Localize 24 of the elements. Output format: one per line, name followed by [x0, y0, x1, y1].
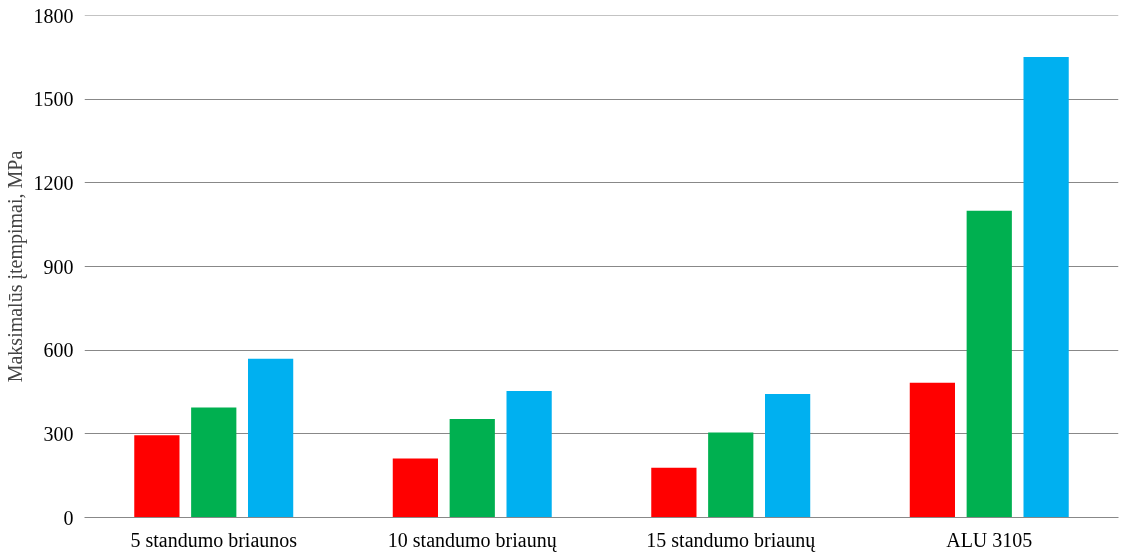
y-tick-label: 900 [43, 255, 74, 278]
bar [392, 458, 438, 518]
bar [191, 407, 237, 518]
bar [708, 432, 754, 518]
bar [506, 390, 552, 518]
bar [449, 419, 495, 518]
x-tick-label: 10 standumo briaunų [387, 528, 558, 552]
x-tick-label: ALU 3105 [946, 528, 1033, 551]
y-tick-label: 1800 [33, 4, 74, 27]
bar [651, 467, 697, 518]
y-axis-title: Maksimalūs įtempimai, MPa [3, 150, 27, 383]
y-tick-label: 1200 [33, 171, 74, 194]
y-tick-label: 300 [43, 422, 74, 445]
bar [248, 358, 294, 518]
bar [134, 435, 180, 518]
bar [966, 210, 1012, 518]
x-tick-label: 15 standumo briaunų [646, 528, 817, 552]
y-tick-label: 1500 [33, 88, 74, 111]
bar [909, 382, 955, 518]
y-tick-label: 0 [63, 506, 74, 529]
y-tick-label: 600 [43, 339, 74, 362]
bar [765, 393, 811, 518]
x-tick-label: 5 standumo briaunos [130, 528, 298, 551]
bar [1023, 57, 1069, 518]
